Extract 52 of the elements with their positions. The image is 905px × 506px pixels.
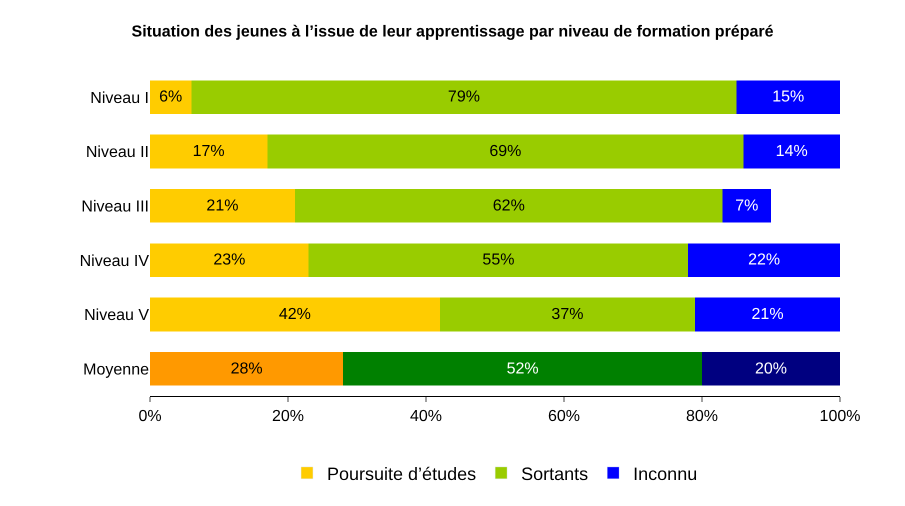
data-label: 21% xyxy=(206,197,238,214)
data-label: 23% xyxy=(213,252,246,269)
bar xyxy=(150,80,192,114)
data-label: 62% xyxy=(492,197,525,214)
bar xyxy=(150,243,309,278)
bar xyxy=(440,298,696,332)
bar xyxy=(736,80,840,114)
legend-label: Poursuite d’études xyxy=(327,464,476,484)
x-tick-label: 20% xyxy=(272,408,304,426)
legend-label: Sortants xyxy=(521,464,588,484)
bar xyxy=(150,188,295,223)
bar xyxy=(722,188,771,223)
data-label: 37% xyxy=(551,306,584,323)
bar xyxy=(688,243,840,278)
bar xyxy=(695,298,840,332)
bar xyxy=(150,134,268,168)
data-label: 6% xyxy=(159,88,182,106)
y-tick-label: Moyenne xyxy=(83,361,150,378)
y-tick-label: Niveau III xyxy=(81,198,149,216)
bar xyxy=(150,298,440,332)
data-label: 22% xyxy=(748,252,780,269)
bar xyxy=(343,352,702,386)
bar xyxy=(702,352,840,386)
bar xyxy=(743,134,840,168)
y-tick-label: Niveau IV xyxy=(80,252,150,270)
data-label: 14% xyxy=(776,143,808,160)
bar xyxy=(294,188,723,223)
y-tick-label: Niveau II xyxy=(86,144,149,162)
legend-label: Inconnu xyxy=(633,464,698,484)
data-label: 52% xyxy=(506,360,539,378)
x-tick-label: 40% xyxy=(410,408,442,426)
data-label: 7% xyxy=(735,197,758,214)
x-tick-label: 80% xyxy=(686,408,718,426)
data-label: 17% xyxy=(192,143,225,160)
data-label: 28% xyxy=(230,360,263,378)
bar xyxy=(191,80,736,114)
data-label: 15% xyxy=(772,88,804,106)
x-tick-label: 0% xyxy=(138,408,162,426)
x-tick-label: 100% xyxy=(820,408,860,426)
data-label: 79% xyxy=(448,88,480,106)
data-label: 42% xyxy=(278,306,311,323)
bar xyxy=(267,134,744,168)
y-tick-label: Niveau V xyxy=(84,307,150,324)
y-tick-label: Niveau I xyxy=(90,90,149,107)
data-label: 55% xyxy=(482,252,514,269)
chart-title: Situation des jeunes à l’issue de leur apprentissage par niveau de formation préparé xyxy=(132,24,774,40)
data-label: 69% xyxy=(489,143,522,160)
data-label: 20% xyxy=(754,360,788,378)
bar xyxy=(308,243,688,278)
x-tick-label: 60% xyxy=(548,408,580,426)
bar xyxy=(150,352,344,386)
data-label: 21% xyxy=(752,306,784,323)
